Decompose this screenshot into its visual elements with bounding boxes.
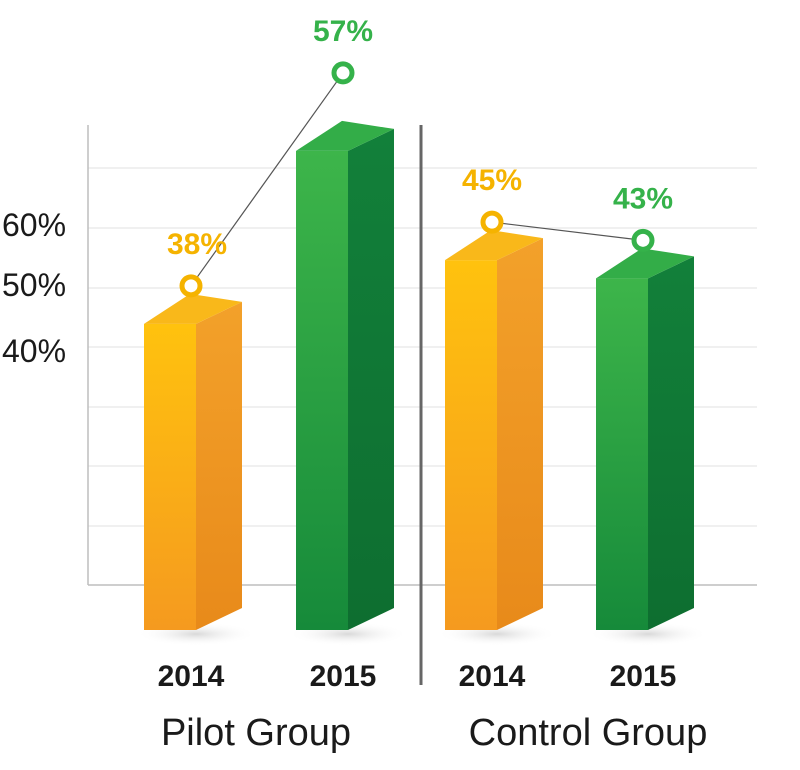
bar-pilot-2014 — [144, 323, 196, 630]
data-label-control-2014: 45% — [462, 164, 522, 197]
bar-side-pilot-2015 — [348, 128, 394, 630]
marker-control-2014 — [480, 210, 504, 234]
group-label-control: Control Group — [469, 712, 708, 754]
bar-pilot-2015 — [296, 150, 348, 630]
trend-line-pilot — [190, 72, 344, 287]
data-label-pilot-2014: 38% — [167, 228, 227, 261]
bar-control-2015 — [596, 278, 648, 630]
bar-side-control-2014 — [497, 238, 543, 630]
marker-pilot-2015 — [331, 61, 355, 85]
marker-control-2015 — [631, 228, 655, 252]
data-label-control-2015: 43% — [613, 182, 673, 215]
y-tick-label: 50% — [2, 267, 66, 303]
bar-top-pilot-2014 — [144, 293, 242, 324]
group-label-pilot: Pilot Group — [161, 712, 351, 754]
x-tick-label-control-2014: 2014 — [459, 660, 526, 693]
bar-side-pilot-2014 — [196, 301, 242, 630]
y-tick-labels: 60% 50% 40% — [2, 207, 66, 369]
group-labels: Pilot Group Control Group — [161, 712, 707, 754]
marker-pilot-2014 — [179, 274, 203, 298]
data-label-pilot-2015: 57% — [313, 15, 373, 48]
trend-lines: 38% 57% 45% 43% — [167, 15, 673, 298]
x-tick-label-pilot-2015: 2015 — [310, 660, 377, 693]
y-tick-label: 40% — [2, 333, 66, 369]
bar-top-pilot-2015 — [296, 120, 394, 151]
bar-top-control-2015 — [596, 248, 694, 279]
bar-control-2014 — [445, 260, 497, 630]
trend-line-control — [491, 221, 644, 241]
bar-top-control-2014 — [445, 230, 543, 261]
x-tick-label-pilot-2014: 2014 — [158, 660, 225, 693]
x-tick-labels: 2014 2015 2014 2015 — [158, 660, 677, 693]
bars — [136, 120, 708, 646]
y-tick-label: 60% — [2, 207, 66, 243]
bar-side-control-2015 — [648, 256, 694, 630]
x-tick-label-control-2015: 2015 — [610, 660, 677, 693]
